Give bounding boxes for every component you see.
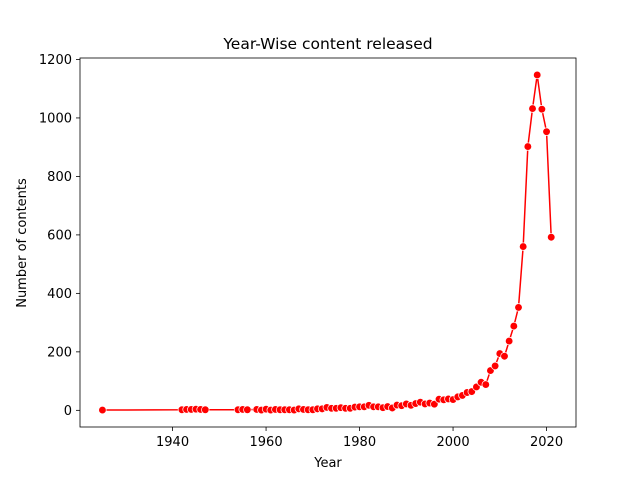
data-point [542,127,551,136]
y-tick-label: 800 [47,170,72,185]
data-point [514,303,523,312]
data-point [528,104,537,113]
data-point [519,242,528,251]
data-point [505,336,514,346]
y-tick-label: 1200 [39,53,72,68]
data-point [481,380,490,389]
series-line [102,74,552,411]
x-tick-label: 2000 [437,435,470,450]
x-tick-label: 1980 [343,435,376,450]
data-point [533,70,542,80]
data-point [98,405,107,415]
data-point [201,405,210,414]
x-tick-label: 1940 [156,435,189,450]
data-point [547,233,556,242]
plot-content [98,70,556,415]
y-tick-label: 200 [47,345,72,360]
y-axis-label: Number of contents [15,178,30,308]
x-tick-label: 2020 [530,435,563,450]
x-tick-label: 1960 [250,435,283,450]
data-point [490,361,500,371]
data-point [509,321,518,331]
data-point [523,142,532,151]
x-axis-label: Year [313,456,342,471]
y-tick-label: 1000 [39,111,72,126]
y-tick-label: 0 [64,404,72,419]
plot-frame [79,57,577,428]
data-point [243,405,252,414]
y-tick-label: 600 [47,228,72,243]
data-point [537,105,547,114]
y-axis-ticks: 0 200 400 600 800 1000 1200 [39,53,80,419]
data-point [500,352,509,361]
x-axis-ticks: 1940 1960 1980 2000 2020 [156,427,563,450]
chart-title: Year-Wise content released [222,35,432,53]
y-tick-label: 400 [47,287,72,302]
